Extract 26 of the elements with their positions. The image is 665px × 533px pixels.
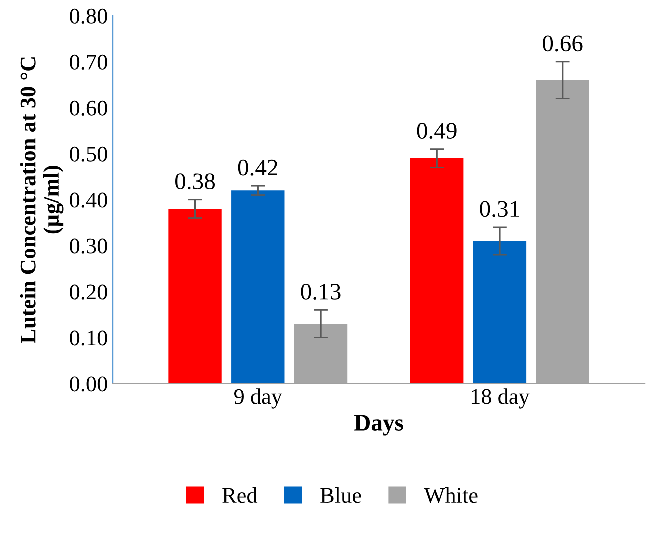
- bar: [410, 158, 464, 384]
- legend-label: Red: [222, 488, 258, 504]
- bar: [473, 241, 527, 384]
- data-label: 0.42: [238, 160, 278, 176]
- data-label: 0.66: [543, 36, 583, 52]
- y-axis-title: Lutein Concentration at 30 °C (µg/ml): [20, 58, 64, 344]
- y-tick-label: 0.10: [70, 330, 108, 346]
- bar: [168, 209, 222, 384]
- data-label: 0.49: [417, 123, 457, 140]
- bar: [232, 190, 285, 384]
- y-tick-label: 0.40: [70, 192, 108, 208]
- y-tick-label: 0.60: [70, 100, 108, 116]
- y-tick-label: 0.30: [70, 238, 108, 254]
- data-label: 0.31: [480, 201, 520, 218]
- data-label: 0.13: [301, 284, 341, 300]
- legend-label: White: [424, 488, 478, 504]
- x-axis-title: Days: [354, 415, 404, 436]
- y-tick-label: 0.80: [70, 8, 108, 24]
- data-label: 0.38: [176, 174, 216, 190]
- y-tick-label: 0.20: [70, 284, 108, 300]
- legend-label: Blue: [320, 488, 362, 504]
- x-tick-label: 18 day: [472, 388, 530, 409]
- y-tick-label: 0.50: [70, 146, 108, 162]
- y-tick-label: 0.70: [70, 54, 108, 70]
- x-tick-label: 9 day: [234, 388, 282, 409]
- y-tick-label: 0.00: [70, 376, 108, 392]
